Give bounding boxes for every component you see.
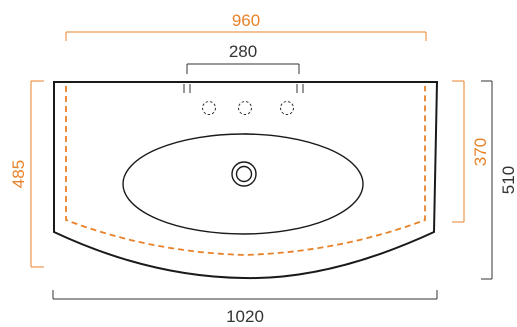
dimension-label-bottom-width: 1020 <box>226 307 264 326</box>
dimension-label-top-width: 960 <box>232 11 260 30</box>
drain-inner-ring <box>235 165 253 183</box>
dimension-label-tap-spacing: 280 <box>229 42 257 61</box>
dimension-bottom-width <box>52 290 438 300</box>
dimension-right-inner <box>452 80 465 223</box>
basin-inner-rim-dashed <box>65 86 426 256</box>
tap-holes <box>202 101 294 115</box>
dimension-right-outer <box>481 80 493 280</box>
tap-hole-left <box>202 101 216 115</box>
tap-hole-center <box>238 101 252 115</box>
dimension-label-right-inner: 370 <box>471 138 490 166</box>
dimension-tap-spacing <box>186 63 300 74</box>
dimension-label-left-depth: 485 <box>9 160 28 188</box>
basin-outline <box>53 81 439 280</box>
tap-guide-marks <box>183 84 304 93</box>
dimension-left-depth <box>30 80 44 268</box>
dimension-label-right-outer: 510 <box>499 166 517 194</box>
drain <box>231 161 257 187</box>
tap-hole-right <box>280 101 294 115</box>
dimension-top-width <box>65 31 427 41</box>
